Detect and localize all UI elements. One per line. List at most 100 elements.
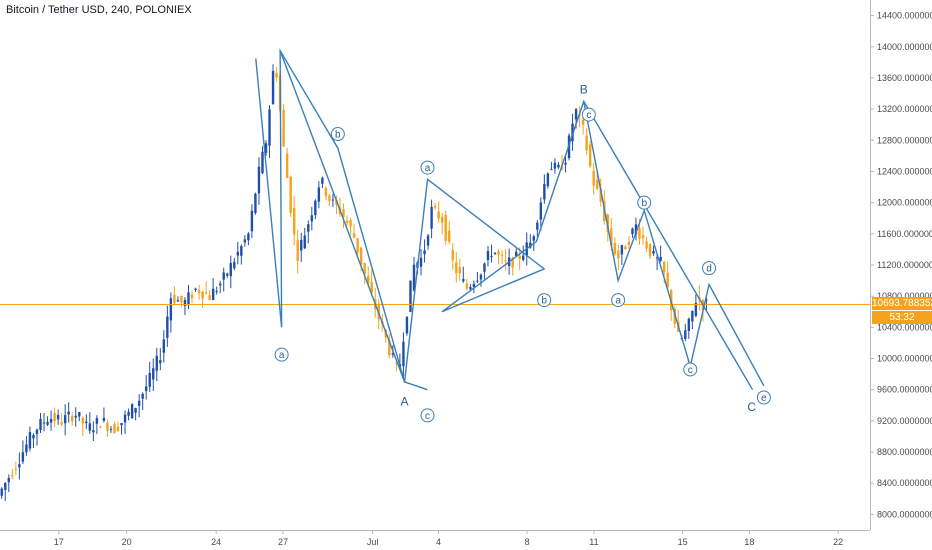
candle-body: [148, 372, 151, 387]
candle-body: [490, 255, 493, 257]
y-tick-label: 12400.00000000: [877, 166, 932, 176]
y-tick-label: 10000.00000000: [877, 354, 932, 364]
candle-body: [240, 245, 243, 256]
candle-body: [46, 421, 49, 425]
candle-body: [620, 245, 624, 255]
candle-body: [349, 219, 352, 227]
candle-body: [92, 430, 95, 433]
candle-body: [152, 368, 155, 380]
candle-body: [328, 195, 331, 201]
candle-body: [63, 415, 67, 424]
candle-body: [645, 241, 648, 249]
candle-body: [208, 295, 211, 301]
candle-body: [35, 429, 39, 435]
wave-label-circle: [330, 127, 345, 142]
candle-body: [546, 173, 550, 187]
candle-body: [634, 224, 638, 235]
x-tick-label: 4: [436, 537, 441, 547]
candles: [0, 64, 708, 501]
candle-body: [638, 228, 641, 239]
wave-label: a: [425, 163, 431, 174]
y-tick-label: 13200.00000000: [877, 104, 932, 114]
candle-body: [162, 339, 166, 353]
wave-label: c: [425, 411, 430, 422]
candle-body: [529, 242, 532, 248]
candle-body: [539, 202, 543, 220]
candle-body: [557, 164, 560, 168]
candle-body: [218, 283, 222, 286]
candle-body: [655, 257, 659, 259]
candle-body: [201, 291, 204, 299]
candle-body: [342, 209, 345, 218]
wave-line: [279, 50, 406, 383]
candle-body: [574, 109, 578, 120]
candle-body: [292, 208, 296, 235]
wave-label: A: [401, 394, 409, 408]
x-tick-label: 27: [278, 537, 288, 547]
candle-body: [331, 199, 335, 201]
candle-body: [229, 262, 232, 277]
candle-body: [116, 426, 120, 431]
candle-body: [236, 251, 240, 256]
candle-body: [222, 272, 225, 280]
candle-body: [370, 281, 373, 293]
candle-body: [32, 434, 35, 439]
wave-label: e: [761, 393, 767, 404]
y-tick-label: 10800.00000000: [877, 291, 932, 301]
y-tick-label: 14400.00000000: [877, 11, 932, 21]
candle-body: [684, 330, 687, 339]
candle-body: [705, 299, 708, 301]
candle-body: [366, 275, 370, 284]
y-tick-label: 14000.00000000: [877, 42, 932, 52]
wave-label: c: [586, 110, 591, 121]
candle-body: [4, 482, 7, 490]
y-tick-label: 9600.00000000: [877, 385, 932, 395]
bar-countdown-label: 53:32: [872, 311, 932, 325]
y-tick-label: 13600.00000000: [877, 73, 932, 83]
candle-body: [127, 411, 130, 416]
candle-body: [261, 151, 264, 174]
candle-body: [39, 418, 42, 431]
candle-body: [641, 235, 645, 239]
candle-body: [599, 188, 602, 202]
candle-body: [388, 340, 391, 356]
candle-body: [250, 210, 254, 232]
candle-body: [363, 262, 366, 275]
candle-body: [130, 404, 134, 419]
candle-body: [173, 294, 176, 304]
candle-body: [624, 246, 627, 250]
candle-body: [465, 283, 469, 289]
candle-body: [42, 422, 46, 424]
candle-body: [433, 205, 437, 208]
candle-body: [321, 177, 324, 184]
candle-body: [285, 153, 289, 179]
y-tick-label: 12800.00000000: [877, 135, 932, 145]
candle-body: [691, 310, 694, 322]
candle-body: [275, 72, 278, 78]
candle-body: [310, 215, 314, 222]
candle-body: [0, 488, 3, 496]
candle-body: [504, 260, 507, 262]
candle-body: [673, 308, 676, 324]
candle-body: [317, 187, 321, 202]
candle-body: [458, 267, 461, 274]
candle-body: [483, 263, 486, 272]
candle-body: [194, 288, 197, 290]
wave-line: [255, 48, 428, 391]
candle-body: [88, 423, 92, 431]
candle-body: [95, 418, 99, 424]
candle-body: [345, 220, 349, 223]
candle-body: [11, 475, 14, 477]
candle-body: [426, 235, 430, 246]
candle-body: [109, 428, 113, 430]
candle-body: [543, 183, 546, 200]
candle-body: [514, 251, 518, 256]
candle-body: [395, 362, 398, 364]
candle-body: [493, 252, 497, 254]
candle-body: [486, 250, 490, 261]
y-tick-label: 8800.00000000: [877, 447, 932, 457]
x-tick-label: Jul: [367, 537, 379, 547]
candle-body: [391, 353, 395, 355]
y-tick-label: 11600.00000000: [877, 229, 932, 239]
